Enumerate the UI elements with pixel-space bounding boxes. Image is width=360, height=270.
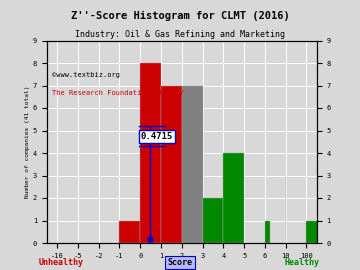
Bar bbox=[140, 63, 161, 243]
Bar bbox=[306, 221, 360, 243]
Bar bbox=[265, 221, 270, 243]
Bar bbox=[182, 86, 203, 243]
Y-axis label: Number of companies (41 total): Number of companies (41 total) bbox=[25, 86, 30, 198]
Text: The Research Foundation of SUNY: The Research Foundation of SUNY bbox=[52, 90, 184, 96]
Text: 0.4715: 0.4715 bbox=[141, 131, 173, 141]
Text: Unhealthy: Unhealthy bbox=[39, 258, 84, 267]
Text: Healthy: Healthy bbox=[285, 258, 320, 267]
Text: ©www.textbiz.org: ©www.textbiz.org bbox=[52, 72, 120, 78]
Bar bbox=[223, 153, 244, 243]
Text: Z''-Score Histogram for CLMT (2016): Z''-Score Histogram for CLMT (2016) bbox=[71, 11, 289, 21]
Text: Industry: Oil & Gas Refining and Marketing: Industry: Oil & Gas Refining and Marketi… bbox=[75, 30, 285, 39]
Bar bbox=[203, 198, 223, 243]
Bar bbox=[161, 86, 182, 243]
Text: Score: Score bbox=[167, 258, 193, 267]
Bar bbox=[120, 221, 140, 243]
